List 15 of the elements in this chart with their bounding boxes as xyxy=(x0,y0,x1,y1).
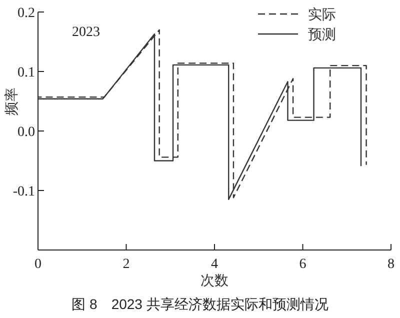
y-tick-label: 0.1 xyxy=(18,66,35,80)
legend-label: 实际 xyxy=(308,6,336,22)
legend-label: 预测 xyxy=(308,26,336,42)
y-axis-title: 频率 xyxy=(3,87,19,116)
x-tick-label: 0 xyxy=(34,257,42,272)
x-axis-title: 次数 xyxy=(200,272,228,288)
x-tick-label: 8 xyxy=(388,257,394,272)
y-tick-label: 0.0 xyxy=(18,125,35,140)
x-tick-label: 4 xyxy=(211,257,218,272)
x-tick-label: 2 xyxy=(122,257,130,272)
y-tick-label: -0.1 xyxy=(12,184,35,200)
y-tick-label: 0.2 xyxy=(18,6,35,21)
annotation: 2023 xyxy=(72,25,100,40)
caption: 图 8 2023 共享经济数据实际和预测情况 xyxy=(72,296,328,312)
x-tick-label: 6 xyxy=(299,257,306,272)
